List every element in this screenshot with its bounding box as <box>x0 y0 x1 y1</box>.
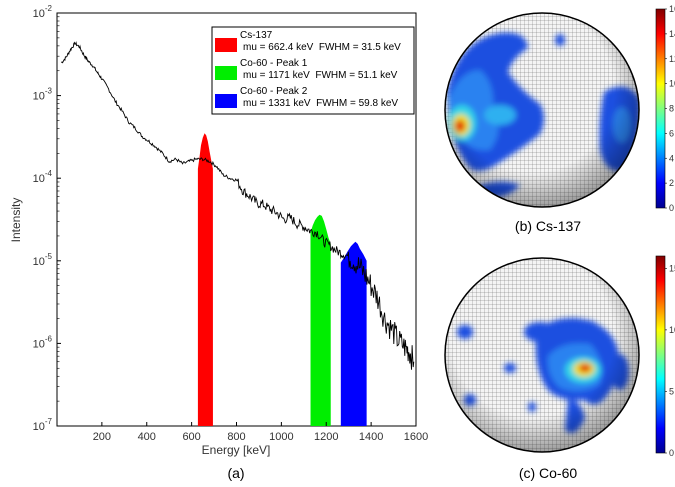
colorbar-tick-label: 0 <box>669 448 674 458</box>
legend-swatch-co60-peak2 <box>215 94 237 108</box>
peak-fill-co60-peak2 <box>340 241 367 426</box>
x-axis-label: Energy [keV] <box>202 443 271 457</box>
spectrum-line-layer <box>61 41 415 370</box>
legend-detail-cs137: mu = 662.4 keV FWHM = 31.5 keV <box>243 42 401 53</box>
legend-label-cs137: Cs-137 <box>240 30 273 41</box>
y-tick-label: 10-3 <box>33 87 53 103</box>
co60-colorbar-ticks: 0 5 10 15 <box>665 263 675 458</box>
x-tick-label: 1400 <box>359 431 383 443</box>
y-tick-label: 10-5 <box>33 252 53 268</box>
colorbar-tick-label: 8 <box>669 104 674 114</box>
x-tick-label: 800 <box>227 431 245 443</box>
colorbar-tick-label: 10 <box>669 79 675 89</box>
cs137-colorbar <box>655 8 666 209</box>
y-tick-label: 10-2 <box>33 4 53 20</box>
caption-b: (b) Cs-137 <box>515 218 581 234</box>
caption-a: (a) <box>227 465 244 481</box>
co60-sphere-map: 0 5 10 15 (c) Co-60 <box>444 255 675 481</box>
colorbar-tick-label: 4 <box>669 153 674 163</box>
caption-c: (c) Co-60 <box>519 465 578 481</box>
legend-detail-co60-peak2: mu = 1331 keV FWHM = 59.8 keV <box>243 98 398 109</box>
colorbar-tick-label: 2 <box>669 178 674 188</box>
y-axis: 10-7 10-6 10-5 10-4 10-3 10-2 <box>33 4 61 433</box>
x-tick-label: 1200 <box>314 431 338 443</box>
legend-swatch-co60-peak1 <box>215 66 237 80</box>
y-tick-label: 10-4 <box>33 169 53 185</box>
x-tick-label: 400 <box>138 431 156 443</box>
colorbar-tick-label: 6 <box>669 128 674 138</box>
colorbar-tick-label: 10 <box>669 325 675 335</box>
peak-fill-cs137 <box>197 133 213 426</box>
x-axis: 200 400 600 800 1000 1200 1400 1600 <box>93 422 428 443</box>
y-tick-label: 10-6 <box>33 334 53 350</box>
y-axis-label: Intensity <box>9 198 23 243</box>
legend: Cs-137 mu = 662.4 keV FWHM = 31.5 keV Co… <box>211 26 415 115</box>
legend-swatch-cs137 <box>215 38 237 52</box>
co60-colorbar <box>655 255 666 454</box>
legend-detail-co60-peak1: mu = 1171 keV FWHM = 51.1 keV <box>243 70 398 81</box>
x-tick-label: 600 <box>182 431 200 443</box>
legend-label-co60-peak2: Co-60 - Peak 2 <box>240 86 308 97</box>
colorbar-tick-label: 14 <box>669 29 675 39</box>
legend-box <box>211 26 415 115</box>
spectrum-chart: 200 400 600 800 1000 1200 1400 1600 10-710-610-… <box>9 4 428 481</box>
cs137-colorbar-ticks: 0 2 4 6 8 10 12 14 16 <box>665 4 675 213</box>
colorbar-tick-label: 0 <box>669 203 674 213</box>
colorbar-tick-label: 16 <box>669 4 675 14</box>
cs137-sphere-map: 0 2 4 6 8 10 12 14 16 (b) Cs-137 <box>444 4 675 234</box>
colorbar-tick-label: 12 <box>669 54 675 64</box>
colorbar-tick-label: 5 <box>669 386 674 396</box>
y-tick-label: 10-7 <box>33 417 53 433</box>
colorbar-tick-label: 15 <box>669 263 675 273</box>
x-tick-label: 200 <box>93 431 111 443</box>
x-tick-label: 1000 <box>269 431 293 443</box>
peak-fills <box>197 133 367 426</box>
x-tick-label: 1600 <box>404 431 428 443</box>
legend-label-co60-peak1: Co-60 - Peak 1 <box>240 58 308 69</box>
spectrum-line <box>61 41 415 370</box>
peak-fill-co60-peak1 <box>310 214 331 426</box>
